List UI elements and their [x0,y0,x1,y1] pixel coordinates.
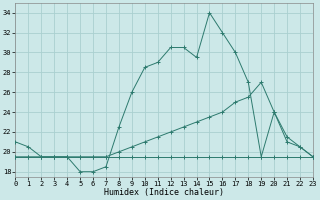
X-axis label: Humidex (Indice chaleur): Humidex (Indice chaleur) [104,188,224,197]
